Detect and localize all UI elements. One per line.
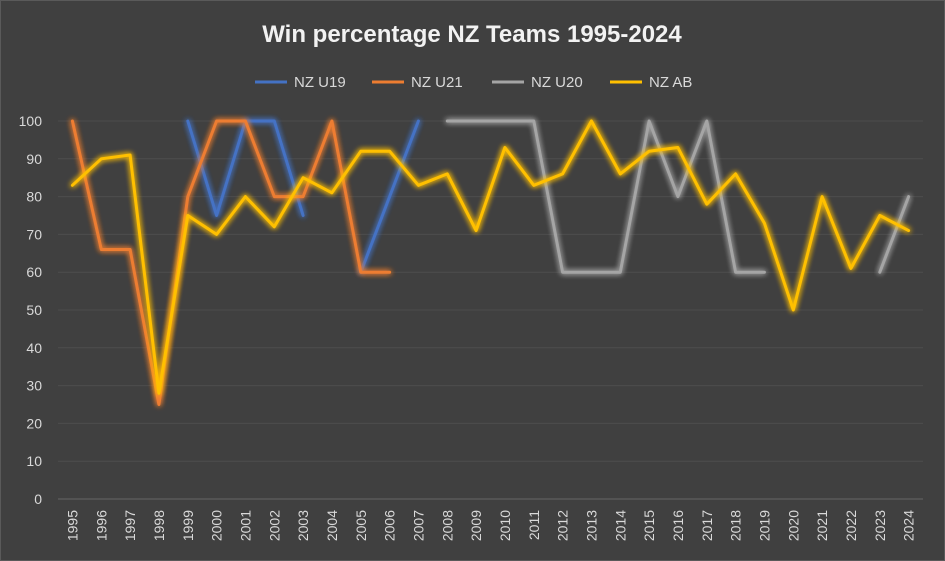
- x-tick-label: 2023: [872, 510, 888, 541]
- x-axis-ticks: 1995 1996 1997 1998 1999 2000 2001 2002 2003 2004…: [64, 510, 916, 541]
- y-tick-label: 0: [34, 491, 42, 507]
- x-tick-label: 2019: [756, 510, 772, 541]
- x-tick-label: 1997: [122, 510, 138, 541]
- series-line-nz-ab: [70, 119, 911, 395]
- y-tick-label: 70: [26, 226, 42, 242]
- x-tick-label: 2013: [583, 510, 599, 541]
- x-tick-label: 2002: [266, 510, 282, 541]
- x-tick-label: 1996: [93, 510, 109, 541]
- x-tick-label: 2022: [843, 510, 859, 541]
- x-tick-label: 2010: [497, 510, 513, 541]
- chart-title: Win percentage NZ Teams 1995-2024: [262, 21, 682, 48]
- x-tick-label: 2012: [555, 510, 571, 541]
- y-tick-label: 60: [26, 264, 42, 280]
- series-line-nz-u21: [70, 119, 392, 406]
- y-tick-label: 10: [26, 453, 42, 469]
- x-tick-label: 1998: [151, 510, 167, 541]
- y-tick-label: 30: [26, 378, 42, 394]
- y-tick-label: 20: [26, 415, 42, 431]
- legend-label: NZ U21: [411, 74, 463, 91]
- legend-label: NZ U20: [531, 74, 583, 91]
- x-tick-label: 2016: [670, 510, 686, 541]
- x-tick-label: 1999: [180, 510, 196, 541]
- x-tick-label: 2007: [410, 510, 426, 541]
- series-line-nz-u19: [186, 119, 305, 217]
- x-tick-label: 2001: [237, 510, 253, 541]
- x-tick-label: 2024: [901, 510, 917, 541]
- y-tick-label: 90: [26, 151, 42, 167]
- x-tick-label: 2009: [468, 510, 484, 541]
- x-tick-label: 2018: [728, 510, 744, 541]
- x-tick-label: 2008: [439, 510, 455, 541]
- legend: NZ U19 NZ U21 NZ U20 NZ AB: [255, 74, 692, 91]
- legend-label: NZ AB: [649, 74, 692, 91]
- x-tick-label: 2005: [353, 510, 369, 541]
- series-line-nz-u19: [359, 119, 420, 274]
- x-tick-label: 2017: [699, 510, 715, 541]
- y-tick-label: 80: [26, 189, 42, 205]
- legend-label: NZ U19: [294, 74, 346, 91]
- x-tick-label: 2011: [526, 510, 542, 540]
- series-line-nz-u20: [878, 195, 911, 274]
- x-tick-label: 2006: [382, 510, 398, 541]
- x-tick-label: 2021: [814, 510, 830, 541]
- y-tick-label: 50: [26, 302, 42, 318]
- x-tick-label: 2004: [324, 510, 340, 541]
- y-tick-label: 40: [26, 340, 42, 356]
- x-tick-label: 2014: [612, 510, 628, 541]
- y-tick-label: 100: [19, 113, 43, 129]
- x-tick-label: 2015: [641, 510, 657, 541]
- y-axis-ticks: 0 10 20 30 40 50 60 70 80 90 100: [19, 113, 43, 507]
- x-tick-label: 1995: [64, 510, 80, 541]
- x-tick-label: 2020: [785, 510, 801, 541]
- series-line-nz-u20: [445, 119, 766, 274]
- series-layer: [70, 119, 911, 406]
- x-tick-label: 2000: [209, 510, 225, 541]
- x-tick-label: 2003: [295, 510, 311, 541]
